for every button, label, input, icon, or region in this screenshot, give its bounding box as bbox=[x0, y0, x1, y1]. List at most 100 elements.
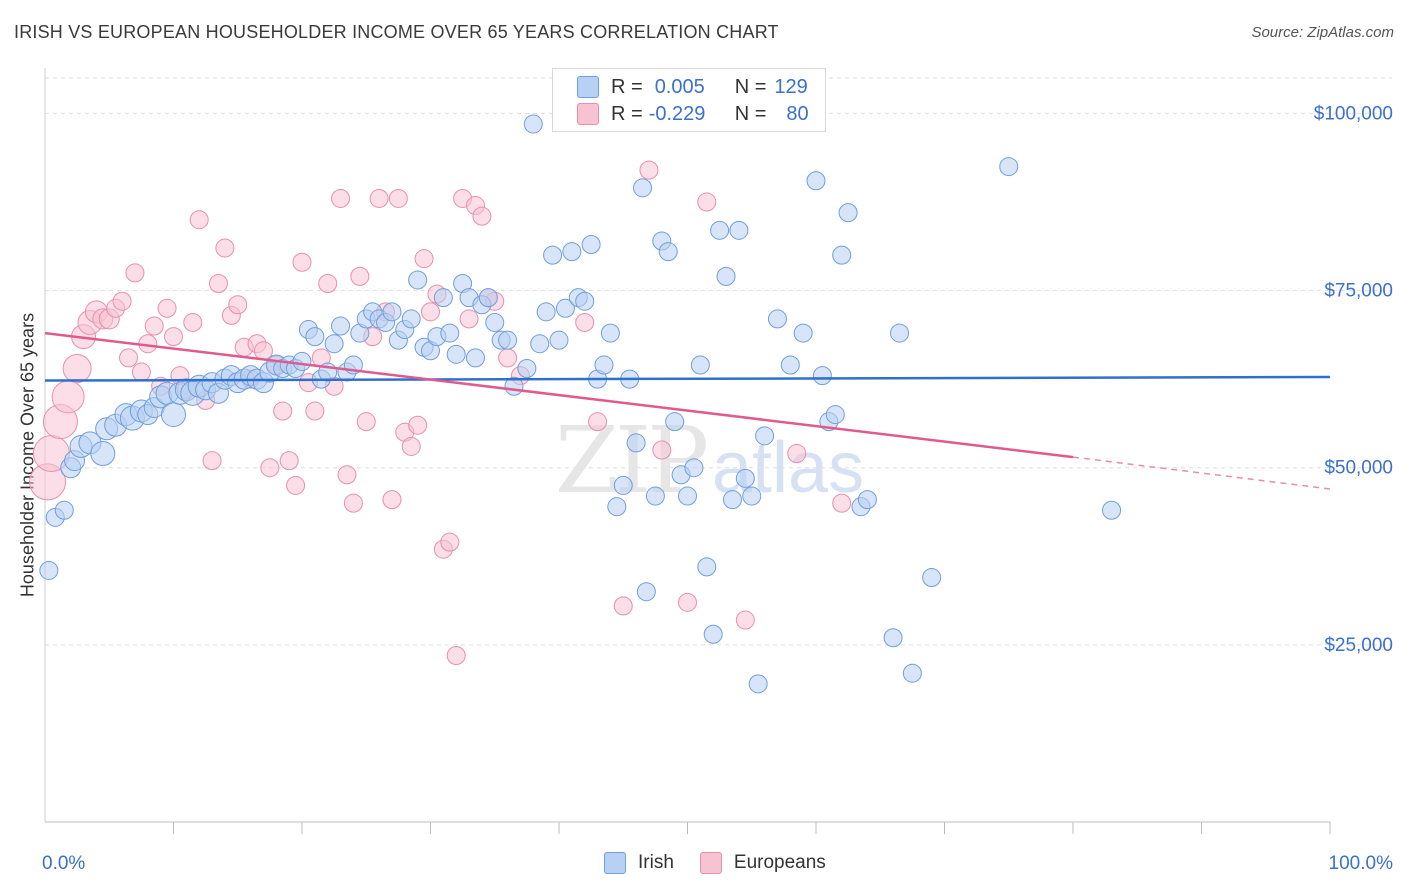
legend-row-irish: R = 0.005 N = 129 bbox=[553, 74, 808, 100]
chart-source: Source: ZipAtlas.com bbox=[1251, 24, 1394, 41]
europeans-point bbox=[421, 302, 440, 322]
irish-point bbox=[722, 490, 742, 510]
irish-point bbox=[780, 355, 800, 375]
europeans-point bbox=[697, 192, 717, 212]
irish-point bbox=[883, 628, 903, 648]
irish-point bbox=[613, 475, 633, 495]
irish-point bbox=[478, 288, 498, 308]
irish-point bbox=[902, 663, 922, 683]
irish-point bbox=[793, 323, 813, 343]
europeans-trend-extension bbox=[1072, 456, 1331, 490]
irish-point bbox=[633, 178, 653, 198]
irish-point bbox=[742, 486, 762, 506]
irish-point bbox=[549, 330, 569, 350]
irish-point bbox=[575, 291, 595, 311]
europeans-point bbox=[144, 316, 164, 336]
europeans-point bbox=[112, 291, 132, 311]
europeans-r-label: R = bbox=[611, 102, 643, 125]
europeans-point bbox=[678, 592, 697, 612]
europeans-point bbox=[62, 354, 92, 384]
irish-point bbox=[562, 242, 582, 262]
europeans-point bbox=[613, 596, 633, 616]
irish-point bbox=[922, 568, 942, 588]
europeans-n-value: 80 bbox=[786, 102, 809, 125]
irish-point bbox=[755, 426, 775, 446]
europeans-trend-line bbox=[44, 331, 1074, 459]
europeans-point bbox=[189, 210, 209, 230]
x-tick-label-min: 0.0% bbox=[42, 853, 85, 874]
europeans-point bbox=[208, 273, 228, 293]
y-tick-label: $25,000 bbox=[1324, 635, 1393, 656]
europeans-point bbox=[787, 444, 807, 464]
irish-swatch bbox=[577, 76, 599, 98]
irish-point bbox=[658, 242, 678, 262]
europeans-swatch bbox=[577, 103, 599, 125]
europeans-point bbox=[459, 309, 479, 329]
irish-points bbox=[39, 114, 1122, 694]
europeans-point bbox=[318, 273, 338, 293]
europeans-legend-label: Europeans bbox=[733, 852, 826, 873]
irish-point bbox=[636, 582, 656, 602]
irish-point bbox=[999, 157, 1019, 177]
europeans-point bbox=[260, 458, 280, 478]
irish-point bbox=[498, 330, 518, 350]
europeans-point bbox=[337, 465, 357, 485]
legend-row-europeans: R = -0.229 N = 80 bbox=[553, 101, 809, 127]
europeans-point bbox=[131, 362, 151, 382]
series-legend: Irish Europeans bbox=[604, 852, 852, 874]
europeans-point bbox=[202, 451, 222, 471]
europeans-point bbox=[183, 312, 203, 332]
irish-point bbox=[433, 288, 453, 308]
europeans-point bbox=[446, 645, 466, 665]
europeans-r-value: -0.229 bbox=[648, 102, 706, 125]
europeans-point bbox=[356, 412, 376, 432]
europeans-point bbox=[164, 327, 183, 347]
irish-point bbox=[767, 309, 787, 329]
irish-point bbox=[440, 323, 460, 343]
x-tick-label-max: 100.0% bbox=[1329, 853, 1394, 874]
europeans-point bbox=[343, 493, 363, 513]
irish-point bbox=[716, 266, 736, 286]
irish-point bbox=[581, 235, 601, 255]
europeans-point bbox=[388, 188, 408, 208]
irish-point bbox=[812, 366, 832, 386]
europeans-point bbox=[273, 401, 293, 421]
europeans-point bbox=[215, 238, 235, 258]
europeans-point bbox=[305, 401, 325, 421]
irish-point bbox=[1102, 500, 1122, 520]
irish-point bbox=[555, 298, 575, 318]
irish-point bbox=[401, 309, 421, 329]
irish-point bbox=[305, 327, 325, 347]
irish-point bbox=[331, 316, 351, 336]
irish-trend-line bbox=[44, 375, 1331, 382]
europeans-point bbox=[498, 348, 518, 368]
irish-point bbox=[838, 203, 858, 223]
europeans-point bbox=[832, 493, 852, 513]
irish-point bbox=[729, 220, 749, 240]
irish-point bbox=[645, 486, 665, 506]
irish-point bbox=[890, 323, 910, 343]
europeans-point bbox=[286, 475, 306, 495]
y-tick-label: $75,000 bbox=[1324, 281, 1393, 302]
irish-point bbox=[523, 114, 543, 134]
europeans-point bbox=[119, 348, 139, 368]
europeans-point bbox=[639, 160, 659, 180]
irish-point bbox=[536, 302, 556, 322]
europeans-point bbox=[51, 380, 85, 414]
europeans-point bbox=[414, 249, 434, 269]
irish-n-value: 129 bbox=[774, 75, 808, 98]
irish-point bbox=[857, 490, 877, 510]
irish-point bbox=[690, 355, 710, 375]
irish-point bbox=[600, 323, 620, 343]
irish-point bbox=[825, 405, 845, 425]
irish-point bbox=[408, 270, 428, 290]
irish-point bbox=[485, 312, 505, 332]
europeans-point bbox=[157, 298, 177, 318]
europeans-point bbox=[575, 312, 595, 332]
irish-point bbox=[684, 458, 704, 478]
europeans-point bbox=[125, 263, 145, 283]
irish-point bbox=[465, 348, 485, 368]
irish-point bbox=[382, 302, 402, 322]
irish-point bbox=[530, 334, 550, 354]
